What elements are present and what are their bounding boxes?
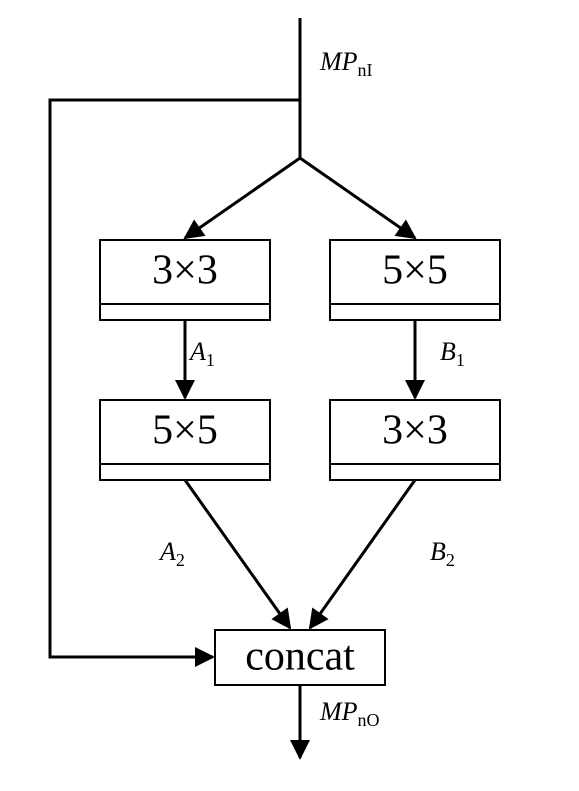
label-mpni: MPnI [319,47,373,80]
conv-box-b2: 3×3 [330,400,500,480]
concat-box: concat [215,630,385,685]
conv-box-a1: 3×3 [100,240,270,320]
edge-a2-concat [185,480,290,628]
edge-to-a1 [185,158,300,238]
edge-b2-concat [310,480,415,628]
label-mpno: MPnO [319,697,380,730]
conv-a2-text: 5×5 [152,408,218,454]
label-a2: A2 [158,537,185,570]
conv-b2-text: 3×3 [382,408,448,454]
conv-a1-text: 3×3 [152,248,218,294]
concat-text: concat [245,634,355,680]
conv-box-b1: 5×5 [330,240,500,320]
network-diagram: 3×3 5×5 5×5 3×3 concat MPnI A1 B1 A2 B2 … [0,0,579,791]
conv-b1-text: 5×5 [382,248,448,294]
label-a1: A1 [188,337,215,370]
conv-box-a2: 5×5 [100,400,270,480]
edge-to-b1 [300,158,415,238]
label-b1: B1 [440,337,465,370]
label-b2: B2 [430,537,455,570]
